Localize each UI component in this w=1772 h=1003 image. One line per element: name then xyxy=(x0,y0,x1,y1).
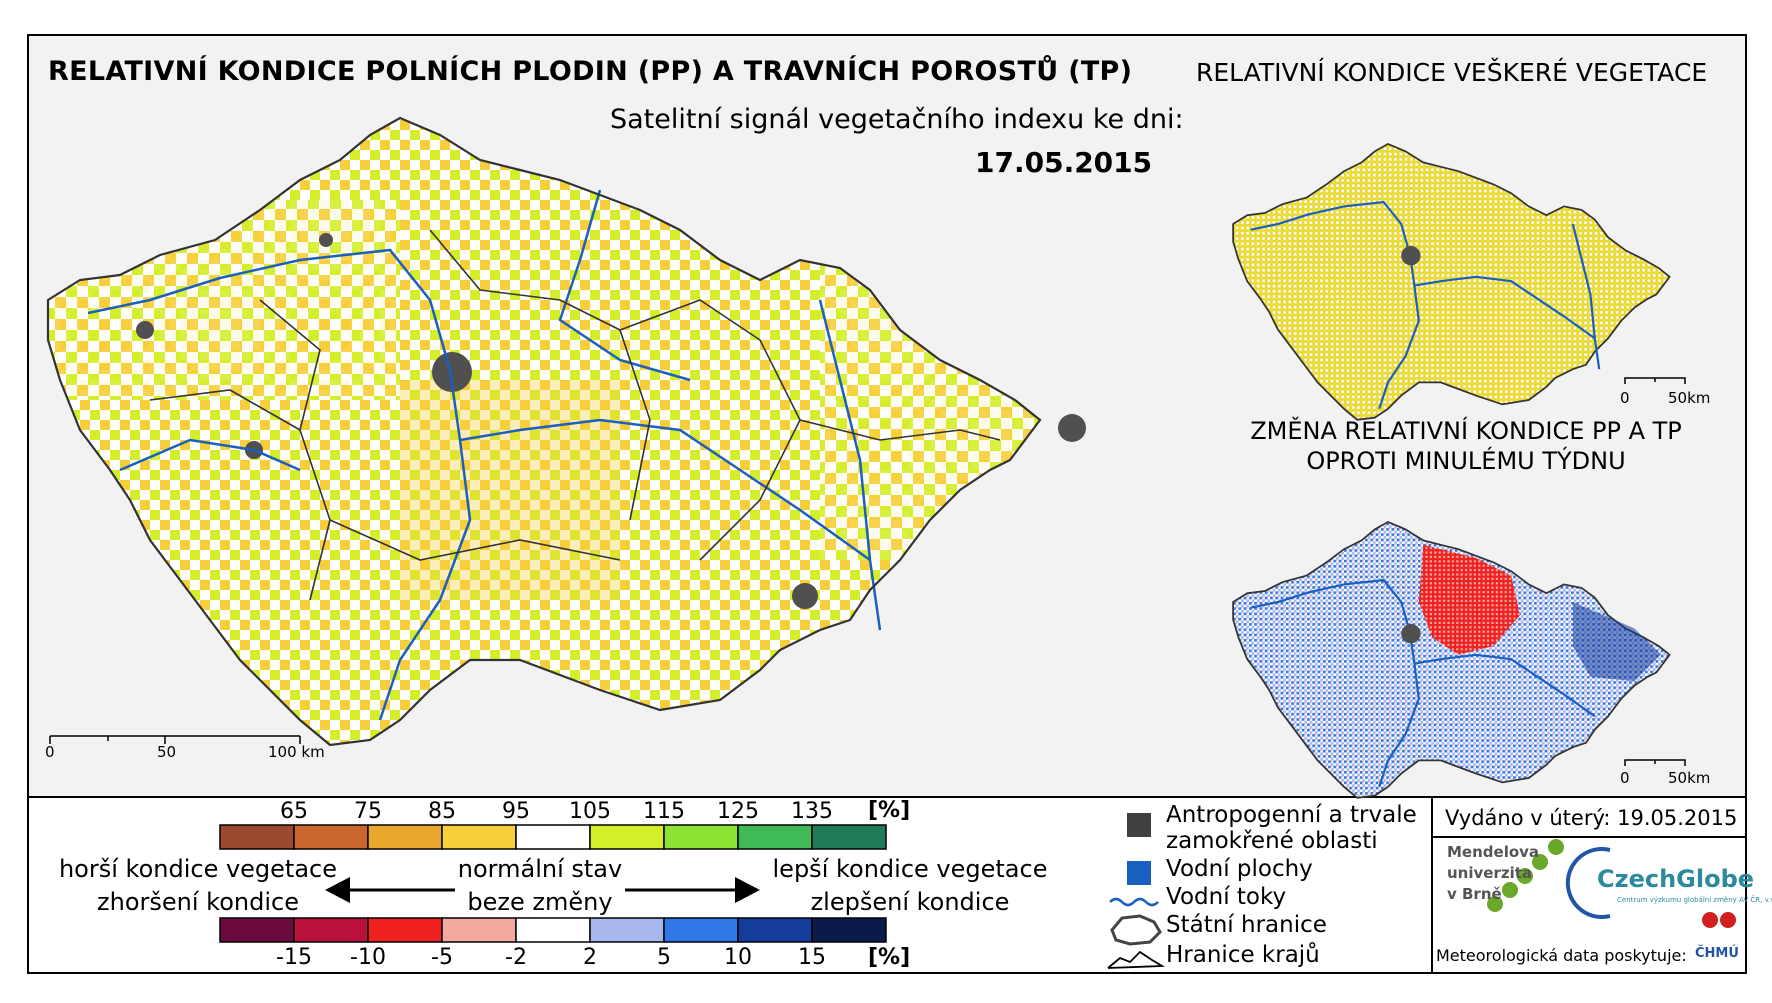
vegetation-map xyxy=(1232,142,1671,421)
change-swatch xyxy=(293,917,369,943)
change-color-bar xyxy=(219,917,887,943)
river-label: Vodní toky xyxy=(1166,884,1287,910)
legend-tick-label: -2 xyxy=(505,945,527,970)
veg-scale-label-50: 50km xyxy=(1668,389,1711,407)
state-border-symbol xyxy=(1110,914,1162,946)
change-scale-label-50: 50km xyxy=(1668,769,1711,787)
change-swatch xyxy=(589,917,665,943)
change-unit: [%] xyxy=(868,945,911,970)
change-swatch xyxy=(515,917,591,943)
condition-swatch xyxy=(219,824,295,850)
change-swatch xyxy=(219,917,295,943)
condition-swatch xyxy=(515,824,591,850)
veg-map-title: RELATIVNÍ KONDICE VEŠKERÉ VEGETACE xyxy=(1196,58,1708,87)
legend-tick-label: -10 xyxy=(350,945,386,970)
change-swatch xyxy=(663,917,739,943)
legend-tick-label: -5 xyxy=(431,945,453,970)
worse-condition-label: horší kondice vegetace xyxy=(58,855,338,883)
change-map xyxy=(1232,520,1671,799)
river-symbol xyxy=(1109,897,1159,907)
better-change-label: zlepšení kondice xyxy=(810,888,1010,916)
condition-swatch xyxy=(589,824,665,850)
legend-tick-label: 95 xyxy=(502,799,530,824)
legend-tick-label: 65 xyxy=(280,799,308,824)
legend-tick-label: 2 xyxy=(583,945,597,970)
legend-tick-label: -15 xyxy=(276,945,312,970)
change-scale-label-0: 0 xyxy=(1620,769,1630,787)
condition-swatch xyxy=(367,824,443,850)
water-body-label: Vodní plochy xyxy=(1166,856,1313,882)
main-scale-label-0: 0 xyxy=(45,743,55,761)
info-divider xyxy=(1431,796,1433,974)
main-map xyxy=(46,116,1086,747)
main-scale-label-100: 100 km xyxy=(268,743,325,761)
chmu-name: ČHMÚ xyxy=(1695,946,1739,961)
legend-tick-label: 85 xyxy=(428,799,456,824)
condition-swatch xyxy=(663,824,739,850)
no-change-label: beze změny xyxy=(467,888,613,916)
change-swatch xyxy=(367,917,443,943)
change-scale-bar xyxy=(1624,759,1686,766)
issued-date: Vydáno v úterý: 19.05.2015 xyxy=(1445,806,1738,830)
better-arrow xyxy=(625,877,760,903)
water-body-swatch xyxy=(1127,861,1151,885)
legend-tick-label: 75 xyxy=(354,799,382,824)
condition-swatch xyxy=(441,824,517,850)
veg-scale-label-0: 0 xyxy=(1620,389,1630,407)
mendel-logo-icon xyxy=(1487,839,1564,912)
veg-scale-bar xyxy=(1624,377,1686,384)
legend-divider xyxy=(27,796,1747,798)
condition-color-bar xyxy=(219,824,887,850)
satellite-date: 17.05.2015 xyxy=(975,146,1153,179)
anthropogenic-swatch xyxy=(1127,813,1151,837)
issued-divider xyxy=(1431,836,1747,838)
region-border-label: Hranice krajů xyxy=(1166,942,1320,968)
legend-tick-label: 5 xyxy=(657,945,671,970)
czechglobe-subtitle: Centrum výzkumu globální změny AV ČR, v.… xyxy=(1617,896,1772,904)
better-condition-label: lepší kondice vegetace xyxy=(772,855,1048,883)
legend-tick-label: 10 xyxy=(724,945,752,970)
main-scale-bar xyxy=(49,735,301,744)
condition-swatch xyxy=(293,824,369,850)
anthropogenic-label-2: zamokřené oblasti xyxy=(1166,828,1378,854)
legend-tick-label: 125 xyxy=(717,799,759,824)
state-border-label: Státní hranice xyxy=(1166,912,1327,938)
chmu-logo-icon xyxy=(1702,912,1736,928)
change-map-title: ZMĚNA RELATIVNÍ KONDICE PP A TP OPROTI M… xyxy=(1250,417,1682,475)
meteo-data-provider: Meteorologická data poskytuje: xyxy=(1436,946,1687,965)
worse-change-label: zhoršení kondice xyxy=(97,888,299,916)
czechglobe-logo-icon xyxy=(1565,847,1611,919)
condition-unit: [%] xyxy=(868,798,911,823)
outer-frame xyxy=(27,34,1747,974)
main-map-title: RELATIVNÍ KONDICE POLNÍCH PLODIN (PP) A … xyxy=(48,56,1133,87)
mendel-university-name: Mendelova univerzita v Brně xyxy=(1447,843,1540,903)
legend-tick-label: 15 xyxy=(798,945,826,970)
change-swatch xyxy=(737,917,813,943)
main-scale-label-50: 50 xyxy=(157,743,177,761)
change-swatch xyxy=(811,917,887,943)
region-border-symbol xyxy=(1107,950,1166,969)
change-swatch xyxy=(441,917,517,943)
satellite-text: Satelitní signál vegetačního indexu ke d… xyxy=(610,104,1184,135)
condition-swatch xyxy=(811,824,887,850)
legend-tick-label: 105 xyxy=(569,799,611,824)
czechglobe-name: CzechGlobe xyxy=(1597,865,1755,893)
legend-tick-label: 135 xyxy=(791,799,833,824)
worse-arrow xyxy=(325,877,455,903)
normal-state-label: normální stav xyxy=(457,855,623,883)
condition-swatch xyxy=(737,824,813,850)
legend-tick-label: 115 xyxy=(643,799,685,824)
anthropogenic-label-1: Antropogenní a trvale xyxy=(1166,802,1417,828)
